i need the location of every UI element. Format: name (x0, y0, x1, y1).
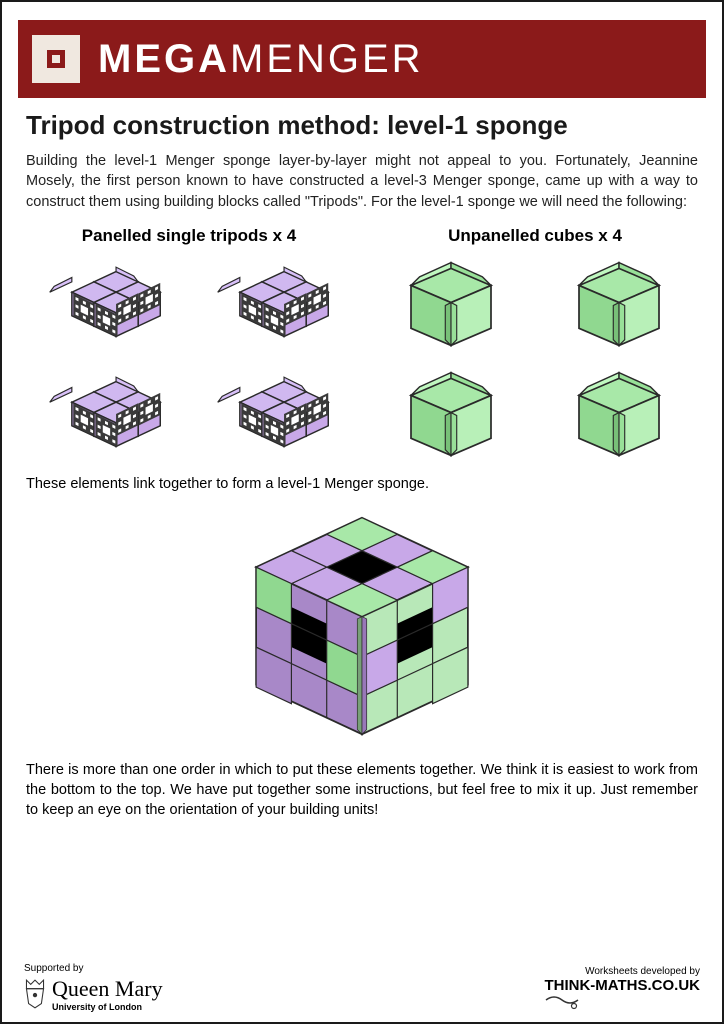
developer-name: THINK-MATHS.CO.UK (544, 977, 700, 994)
crest-icon (24, 978, 46, 1010)
parts-row: Panelled single tripods x 4 Unpanelled c… (26, 226, 698, 464)
cubes-label: Unpanelled cubes x 4 (372, 226, 698, 246)
cube-icon (396, 254, 506, 354)
squiggle-icon (544, 994, 584, 1012)
assembled-figure (26, 506, 698, 746)
footer: Supported by Queen Mary University of Lo… (2, 963, 722, 1012)
menger-sponge-icon (242, 506, 482, 746)
tripod-icon (203, 254, 343, 354)
intro-paragraph: Building the level-1 Menger sponge layer… (26, 151, 698, 212)
cubes-grid (372, 254, 698, 464)
tripod-icon (35, 254, 175, 354)
cube-icon (396, 364, 506, 464)
sponsor-name: Queen Mary (52, 976, 163, 1002)
sponsor-subtitle: University of London (52, 1002, 163, 1012)
header-banner: MEGAMENGER (18, 20, 706, 98)
page-title: Tripod construction method: level-1 spon… (26, 110, 698, 141)
tripod-icon (35, 364, 175, 464)
brand-title: MEGAMENGER (98, 37, 424, 82)
cube-icon (564, 364, 674, 464)
bottom-paragraph: There is more than one order in which to… (26, 760, 698, 821)
developed-by-label: Worksheets developed by (544, 966, 700, 977)
tripods-label: Panelled single tripods x 4 (26, 226, 352, 246)
tripod-icon (203, 364, 343, 464)
cube-icon (564, 254, 674, 354)
logo-icon (32, 35, 80, 83)
link-text: These elements link together to form a l… (26, 476, 698, 492)
supported-by-label: Supported by (24, 963, 163, 974)
tripods-grid (26, 254, 352, 464)
